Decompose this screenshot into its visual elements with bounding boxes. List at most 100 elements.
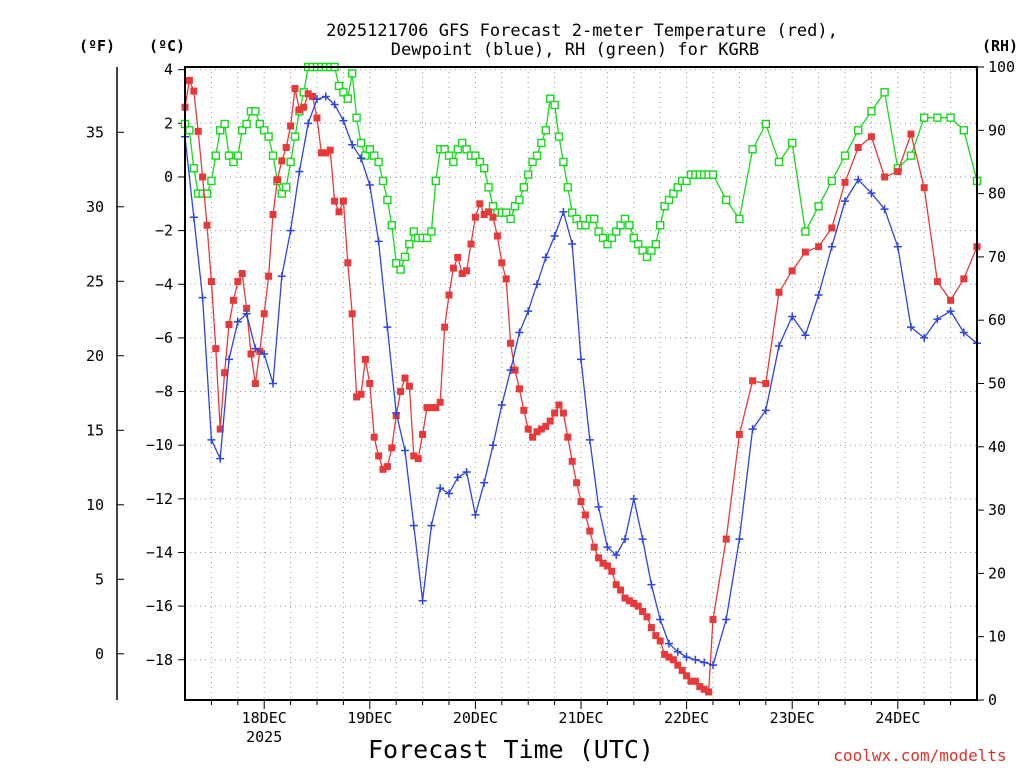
rh-point-122	[735, 214, 744, 224]
rh-point-75	[510, 202, 520, 211]
dewpoint-point-27	[418, 596, 427, 605]
rh-point-114	[682, 176, 691, 186]
temperature-point-69	[485, 208, 493, 216]
temperature-point-41	[361, 355, 369, 363]
rh-point-24	[286, 157, 295, 167]
rh-tick-label-9: 10	[988, 628, 1006, 646]
dewpoint-point-17	[330, 100, 339, 109]
temperature-point-75	[511, 366, 519, 374]
rh-point-91	[581, 221, 590, 230]
rh-point-84	[550, 100, 559, 110]
temperature-point-22	[278, 157, 286, 165]
dewpoint-point-19	[348, 140, 357, 149]
time-tick-label-2: 20DEC	[453, 709, 498, 727]
rh-point-121	[722, 195, 731, 205]
temperature-point-19	[265, 272, 273, 280]
rh-point-108	[656, 221, 665, 230]
dewpoint-point-58	[691, 655, 700, 664]
temperature-point-70	[489, 213, 497, 221]
fahrenheit-tick-label-3: 20	[86, 347, 104, 365]
temperature-point-104	[639, 607, 647, 615]
rh-point-83	[546, 94, 555, 103]
temperature-point-115	[687, 677, 695, 685]
rh-point-61	[449, 157, 458, 167]
temperature-point-134	[894, 168, 902, 176]
dewpoint-point-43	[559, 207, 568, 216]
rh-point-100	[620, 214, 630, 224]
time-tick-label-1: 19DEC	[347, 709, 392, 727]
temperature-point-14	[243, 304, 251, 312]
dewpoint-point-64	[761, 406, 770, 415]
dewpoint-point-33	[471, 510, 480, 519]
celsius-tick-label-3: −2	[155, 222, 173, 240]
rh-tick-label-4: 60	[988, 311, 1006, 329]
temperature-point-40	[357, 390, 365, 398]
fahrenheit-unit-label: (ºF)	[79, 37, 115, 55]
dewpoint-point-9	[260, 349, 269, 358]
temperature-point-29	[309, 93, 317, 101]
temperature-point-111	[669, 656, 677, 664]
rh-tick-label-2: 80	[988, 185, 1006, 203]
celsius-tick-label-7: −10	[146, 436, 173, 454]
dewpoint-point-39	[524, 307, 533, 316]
dewpoint-point-65	[775, 341, 783, 350]
rh-point-123	[748, 145, 757, 154]
dewpoint-point-20	[357, 154, 365, 163]
rh-point-37	[343, 94, 352, 103]
rh-point-93	[590, 214, 599, 224]
dewpoint-point-32	[462, 468, 471, 477]
credit-link[interactable]: coolwx.com/modelts	[833, 746, 1006, 765]
temperature-point-84	[551, 409, 559, 417]
rh-point-129	[827, 176, 836, 186]
temperature-point-96	[603, 562, 611, 570]
dewpoint-point-52	[638, 535, 647, 544]
temperature-point-121	[722, 535, 730, 543]
rh-point-17	[255, 119, 264, 129]
temperature-point-31	[317, 149, 325, 157]
rh-point-70	[488, 202, 498, 211]
rh-point-41	[361, 151, 370, 160]
rh-point-127	[801, 227, 810, 236]
celsius-axis: 4 2 0 −2 −4 −6 −8 −10 −12 −14 −16 −18	[146, 61, 185, 669]
celsius-unit-label: (ºC)	[149, 37, 185, 55]
temperature-point-93	[590, 543, 598, 551]
dewpoint-point-3	[207, 435, 216, 444]
dewpoint-point-18	[339, 116, 348, 125]
fahrenheit-axis: 35 30 25 20 15 10 5 0	[86, 123, 124, 663]
fahrenheit-tick-label-7: 0	[95, 645, 104, 663]
temperature-point-76	[515, 385, 523, 393]
dewpoint-point-77	[933, 315, 942, 324]
fahrenheit-tick-label-4: 15	[86, 421, 104, 439]
rh-point-94	[594, 227, 603, 236]
rh-point-25	[290, 132, 300, 141]
temperature-point-45	[379, 465, 387, 473]
temperature-point-46	[383, 463, 391, 471]
temperature-point-100	[621, 594, 629, 602]
dewpoint-point-73	[880, 205, 889, 214]
rh-point-39	[352, 113, 361, 122]
temperature-point-60	[445, 291, 453, 299]
dewpoint-point-70	[841, 197, 849, 206]
temperature-point-67	[476, 200, 484, 208]
temperature-point-7	[212, 345, 220, 353]
dewpoint-point-60	[709, 661, 717, 670]
rh-point-102	[629, 233, 638, 243]
time-tick-label-6: 24DEC	[875, 709, 920, 727]
fahrenheit-tick-label-2: 25	[86, 272, 104, 290]
rh-tick-label-10: 0	[988, 691, 997, 709]
temperature-point-106	[647, 624, 655, 632]
temperature-point-108	[656, 637, 664, 645]
rh-point-99	[616, 221, 625, 230]
rh-point-96	[603, 240, 612, 249]
rh-point-9	[220, 119, 229, 129]
rh-point-14	[242, 119, 251, 129]
dewpoint-point-37	[506, 366, 515, 375]
rh-point-74	[506, 214, 515, 224]
temperature-point-61	[449, 264, 457, 272]
dewpoint-point-69	[827, 242, 836, 251]
temperature-point-21	[273, 176, 281, 184]
fahrenheit-tick-label-5: 10	[86, 496, 104, 514]
temperature-point-8	[216, 425, 224, 433]
temperature-point-78	[524, 425, 532, 433]
